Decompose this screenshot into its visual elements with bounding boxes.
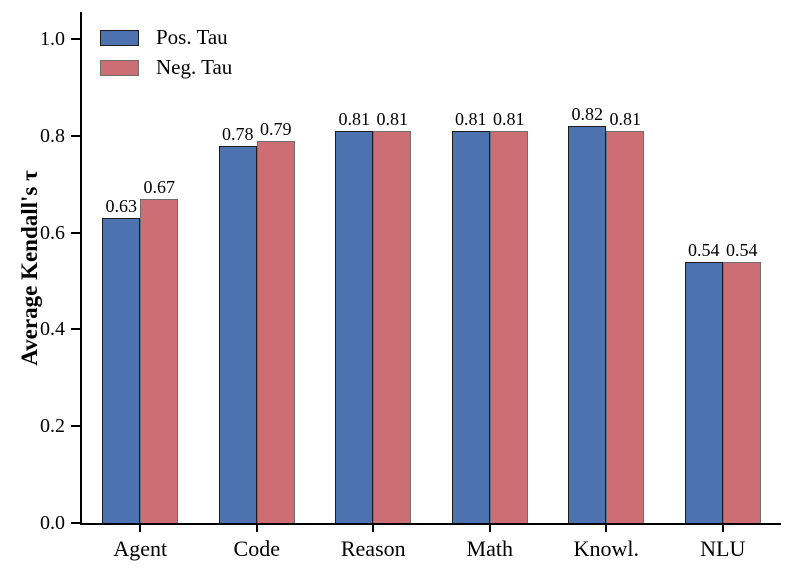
plot-area: 0.0 0.2 0.4 0.6 0.8 1.0 0.63 0.67 0.78 0.79 0.81 0… [40, 12, 781, 560]
bar-neg--tau-knowl: 0.81 [606, 110, 645, 523]
y-tick-label: 1.0 [40, 28, 65, 51]
bar-value-label: 0.81 [493, 109, 525, 130]
bar-value-label: 0.79 [260, 118, 292, 139]
bar-pos--tau-agent: 0.63 [102, 197, 141, 523]
bar-value-label: 0.81 [609, 109, 642, 130]
bar-value-label: 0.81 [376, 109, 409, 130]
legend: Pos. Tau Neg. Tau [100, 27, 232, 78]
y-tick-mark [71, 38, 80, 41]
bar-group-knowl: 0.82 0.81 [548, 12, 665, 523]
x-tick-mark [139, 523, 142, 532]
legend-label-neg-tau: Neg. Tau [156, 55, 233, 79]
bar-value-label: 0.81 [455, 109, 487, 130]
x-tick-mark [605, 523, 608, 532]
y-tick-mark [71, 522, 80, 524]
x-tick-label-code: Code [233, 536, 280, 561]
legend-swatch-neg-tau-icon [100, 59, 139, 76]
legend-swatch-pos-tau-icon [100, 29, 139, 46]
bar-pos--tau-reason: 0.81 [335, 110, 374, 523]
y-tick-mark [71, 328, 80, 331]
x-tick-mark [372, 523, 375, 532]
bar-neg--tau-agent: 0.67 [140, 178, 179, 523]
legend-label-pos-tau: Pos. Tau [156, 25, 228, 49]
bar-value-label: 0.63 [105, 196, 138, 217]
x-tick-label-knowl: Knowl. [573, 536, 639, 561]
y-tick-mark [71, 134, 80, 137]
bar-group-code: 0.78 0.79 [199, 12, 316, 523]
bar-value-label: 0.78 [222, 123, 254, 144]
bar-pos--tau-knowl: 0.82 [568, 105, 607, 523]
bar-value-label: 0.81 [338, 109, 371, 130]
bar-value-label: 0.67 [143, 176, 176, 197]
bar-group-nlu: 0.54 0.54 [665, 12, 782, 523]
x-tick-mark [721, 523, 724, 532]
y-tick-mark [71, 231, 80, 234]
bar-group-math: 0.81 0.81 [432, 12, 549, 523]
bar-group-reason: 0.81 0.81 [315, 12, 432, 523]
legend-item-neg-tau: Neg. Tau [100, 57, 232, 78]
x-tick-label-reason: Reason [340, 536, 406, 561]
y-tick-label: 0.8 [40, 124, 65, 147]
y-tick-label: 0.6 [40, 221, 65, 244]
bar-value-label: 0.54 [726, 239, 758, 260]
x-tick-label-math: Math [466, 536, 513, 561]
bar-pos--tau-code: 0.78 [218, 125, 257, 523]
y-tick-label: 0.0 [40, 512, 65, 534]
bar-value-label: 0.82 [571, 104, 604, 125]
y-tick-label: 0.2 [40, 415, 65, 438]
bar-value-label: 0.54 [688, 239, 720, 260]
bar-pos--tau-math: 0.81 [451, 110, 490, 523]
bar-neg--tau-math: 0.81 [489, 110, 528, 523]
y-tick-mark [71, 425, 80, 428]
x-tick-mark [255, 523, 258, 532]
bar-pos--tau-nlu: 0.54 [684, 241, 723, 523]
bar-neg--tau-reason: 0.81 [373, 110, 412, 523]
legend-item-pos-tau: Pos. Tau [100, 27, 232, 48]
bar-group-agent: 0.63 0.67 [82, 12, 199, 523]
x-tick-label-nlu: NLU [700, 536, 746, 561]
bar-neg--tau-code: 0.79 [256, 120, 295, 523]
x-tick-label-agent: Agent [113, 536, 168, 561]
x-tick-mark [488, 523, 491, 532]
bar-neg--tau-nlu: 0.54 [722, 241, 761, 523]
bars-container: 0.63 0.67 0.78 0.79 0.81 0.81 0.81 0.81 0.82 0.81… [82, 12, 781, 523]
y-tick-label: 0.4 [40, 318, 65, 341]
